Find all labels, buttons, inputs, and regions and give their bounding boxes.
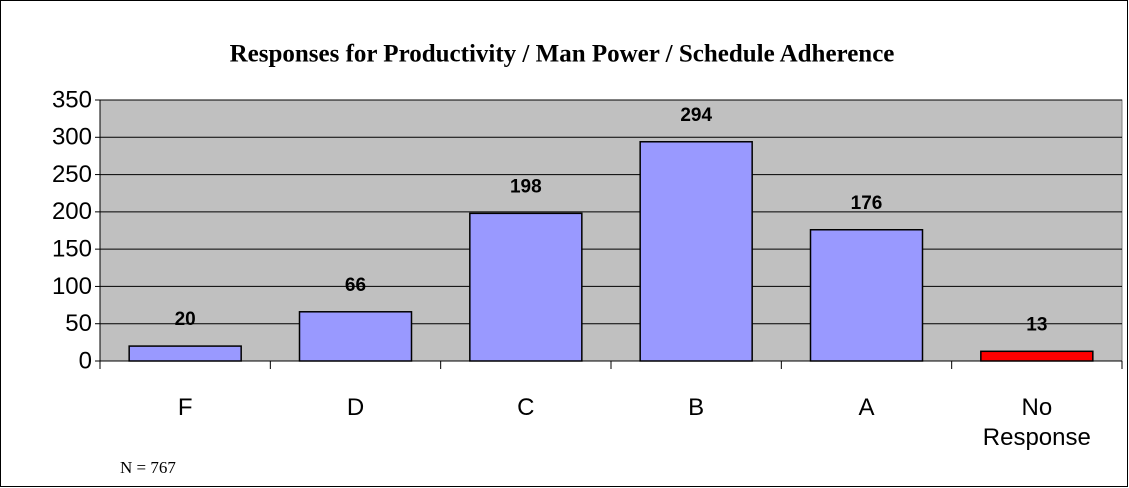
y-tick-label: 150: [52, 235, 92, 262]
bar: [639, 141, 753, 362]
x-tick-label: No Response: [982, 394, 1091, 451]
bar: [809, 229, 924, 362]
x-tick-label-box: D: [281, 393, 431, 423]
y-tick-label: 350: [52, 86, 92, 113]
x-tick-label: A: [858, 394, 875, 421]
data-label: 198: [510, 176, 542, 197]
data-label: 176: [851, 193, 883, 214]
x-tick-label-box: C: [451, 393, 601, 423]
data-label: 20: [175, 309, 196, 330]
x-tick-label-box: B: [621, 393, 771, 423]
y-tick-label: 0: [79, 347, 92, 374]
y-tick-label: 300: [52, 124, 92, 151]
bar: [128, 345, 242, 362]
y-tick-label: 250: [52, 161, 92, 188]
x-tick-label-box: F: [110, 393, 260, 423]
x-tick-label: C: [517, 394, 535, 421]
bar: [980, 350, 1094, 362]
x-tick-label-box: A: [792, 393, 942, 423]
data-label: 66: [345, 275, 366, 296]
y-tick-label: 50: [65, 310, 92, 337]
x-tick-label: B: [688, 394, 705, 421]
y-tick-label: 100: [52, 273, 92, 300]
x-tick-label: D: [346, 394, 365, 421]
y-tick-label: 200: [52, 198, 92, 225]
data-label: 294: [680, 105, 712, 126]
plot-area: [99, 99, 1123, 362]
bar: [298, 311, 413, 362]
x-tick-label: F: [177, 394, 193, 421]
annotation: N = 767: [120, 458, 176, 477]
chart-title: Responses for Productivity / Man Power /…: [230, 41, 895, 68]
x-tick-label-box: No Response: [962, 393, 1112, 453]
data-label: 13: [1026, 314, 1047, 335]
bar: [469, 212, 583, 362]
